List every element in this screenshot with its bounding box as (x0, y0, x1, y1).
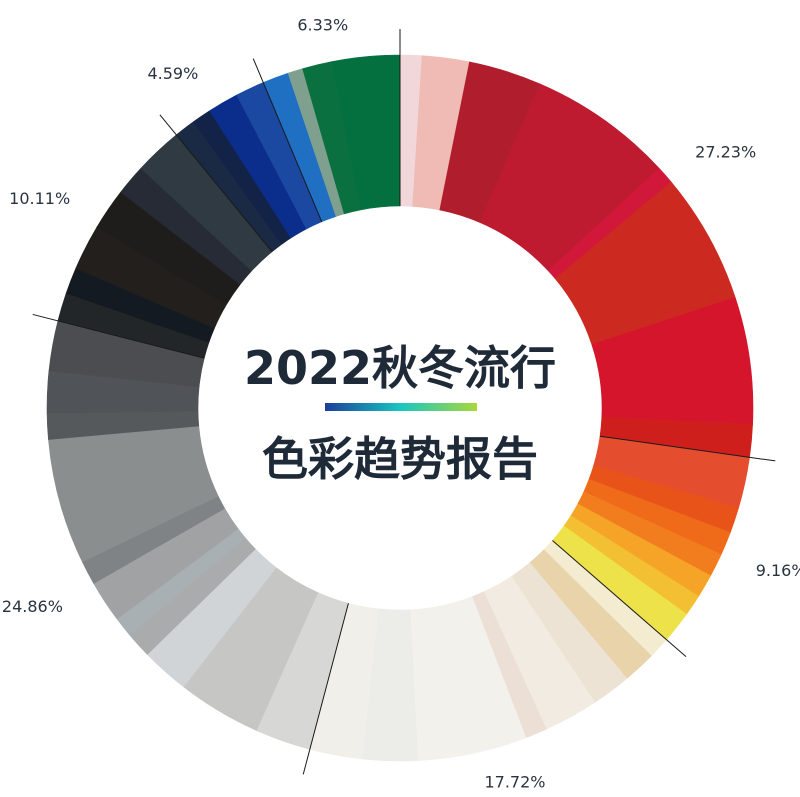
title-gradient-bar (325, 403, 477, 411)
chart-title-block: 2022秋冬流行 色彩趋势报告 (244, 341, 556, 486)
donut-slices (46, 54, 754, 762)
percent-label: 24.86% (2, 597, 63, 616)
percent-label: 4.59% (147, 64, 198, 83)
percent-label: 10.11% (9, 189, 70, 208)
percent-labels: 27.23% 9.16% 17.72% 24.86% 10.11% 4.59% 6.33% (2, 16, 800, 792)
group-divider-line (32, 313, 205, 359)
percent-label: 9.16% (756, 561, 800, 580)
group-divider-line (302, 603, 349, 775)
group-divider-line (599, 435, 776, 462)
percent-label: 6.33% (297, 16, 348, 35)
group-divider-line (552, 540, 687, 658)
percent-label: 17.72% (484, 773, 545, 792)
percent-label: 27.23% (695, 143, 756, 162)
group-divider-line (252, 58, 323, 222)
group-divider-line (159, 114, 273, 253)
group-dividers (32, 29, 776, 775)
chart-title-line-1: 2022秋冬流行 (244, 341, 556, 395)
chart-title-line-2: 色彩趋势报告 (262, 432, 538, 486)
